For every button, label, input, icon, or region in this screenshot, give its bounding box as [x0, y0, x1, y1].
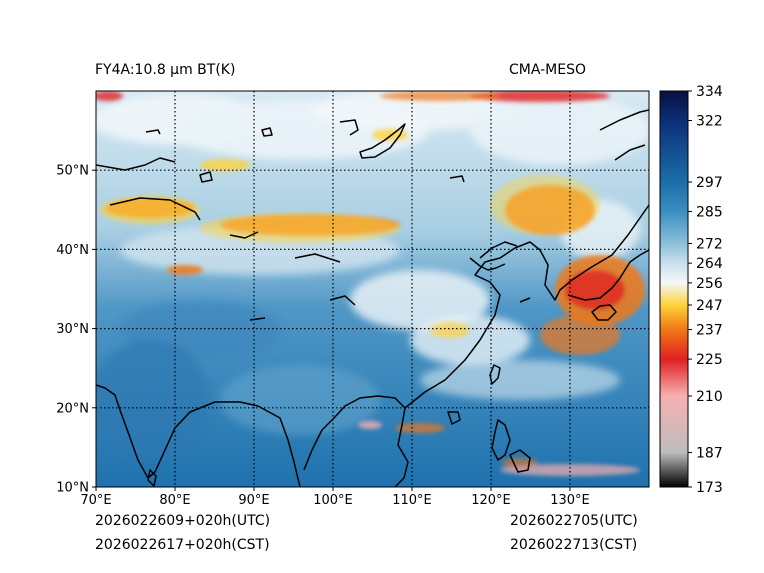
lon-tick-label: 70°E	[80, 493, 111, 508]
colorbar-tick-label: 334	[696, 84, 723, 100]
lat-tick-label: 30°N	[56, 322, 89, 337]
lon-tick-label: 110°E	[392, 493, 432, 508]
valid-time-cst: 2026022713(CST)	[510, 537, 638, 553]
init-time-cst: 2026022617+020h(CST)	[95, 537, 270, 553]
lon-tick-label: 100°E	[313, 493, 353, 508]
lon-tick-label: 90°E	[238, 493, 269, 508]
colorbar-tick-label: 264	[696, 256, 723, 272]
lon-tick-label: 130°E	[550, 493, 590, 508]
init-time-utc: 2026022609+020h(UTC)	[95, 513, 271, 529]
colorbar	[659, 90, 689, 488]
colorbar-tick-label: 285	[696, 205, 723, 221]
lon-tick-label: 80°E	[159, 493, 190, 508]
latitude-axis: 10°N 20°N 30°N 40°N 50°N	[56, 164, 96, 496]
map-frame	[95, 90, 650, 488]
longitude-axis: 70°E 80°E 90°E 100°E 110°E 120°E 130°E	[80, 487, 590, 508]
gridlines	[96, 91, 649, 487]
colorbar-tick-label: 256	[696, 276, 723, 292]
lon-tick-label: 120°E	[471, 493, 511, 508]
map-title-right: CMA-MESO	[509, 62, 587, 78]
colorbar-tick-label: 297	[696, 175, 723, 191]
colorbar-tick-label: 225	[696, 352, 723, 368]
lat-tick-label: 10°N	[56, 481, 89, 496]
colorbar-tick-label: 187	[696, 446, 723, 462]
colorbar-tick-label: 247	[696, 298, 723, 314]
colorbar-tick-label: 272	[696, 236, 723, 252]
colorbar-tick-label: 173	[696, 480, 723, 496]
colorbar-tick-label: 322	[696, 114, 723, 130]
map-title-left: FY4A:10.8 μm BT(K)	[95, 62, 236, 78]
colorbar-tick-label: 210	[696, 389, 723, 405]
lat-tick-label: 20°N	[56, 401, 89, 416]
coastlines	[96, 109, 649, 487]
lat-tick-label: 50°N	[56, 164, 89, 179]
lat-tick-label: 40°N	[56, 243, 89, 258]
colorbar-tick-label: 237	[696, 323, 723, 339]
satellite-image	[96, 91, 649, 487]
colorbar-frame	[659, 90, 689, 488]
colorbar-gradient	[660, 91, 688, 487]
colorbar-ticks: 334 322 297 285 272 264 256 247 237 225 210 187 173	[688, 84, 723, 496]
valid-time-utc: 2026022705(UTC)	[510, 513, 638, 529]
